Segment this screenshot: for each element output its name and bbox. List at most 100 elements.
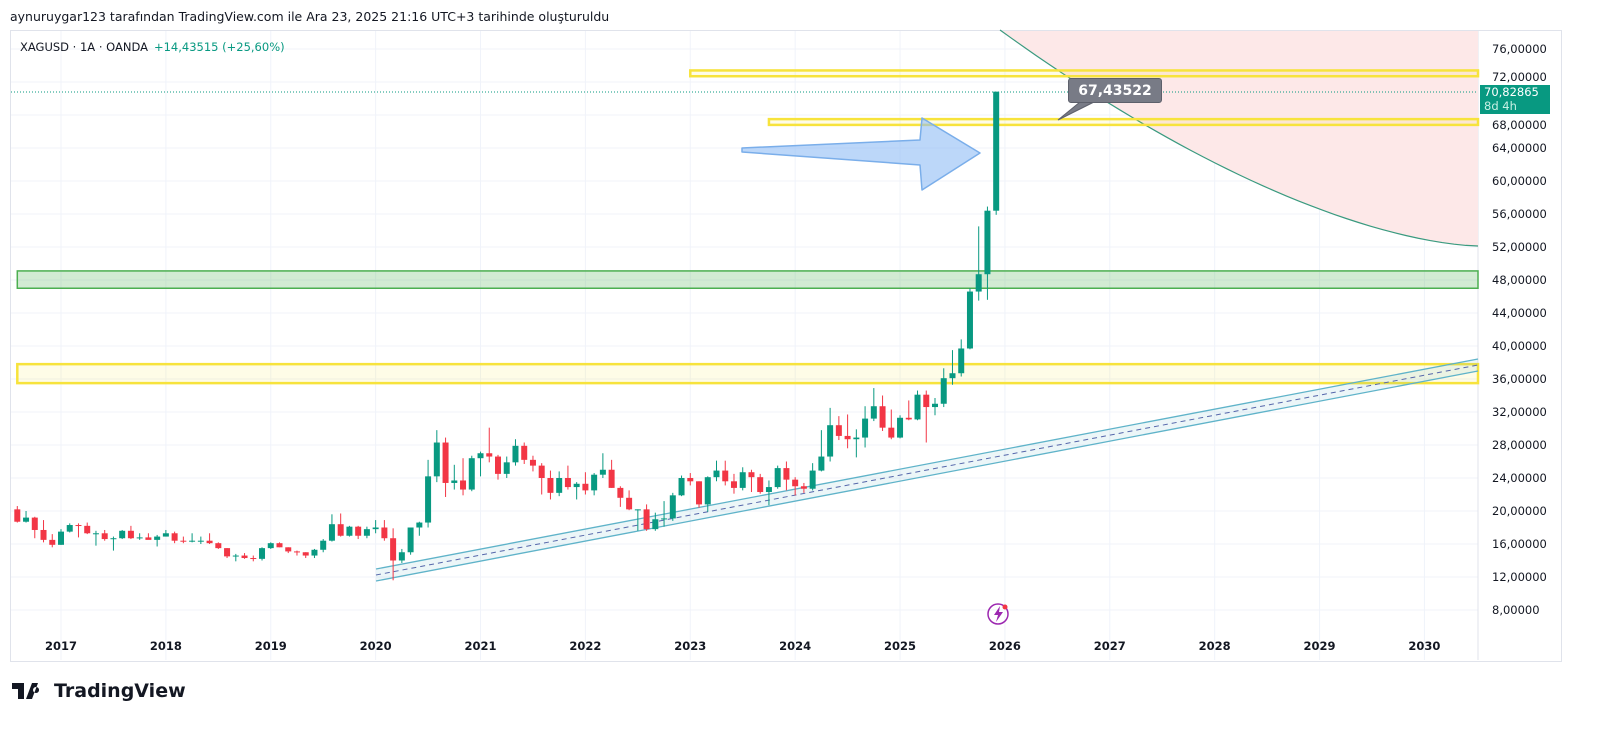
candle — [521, 442, 528, 464]
candle-body — [888, 427, 895, 438]
candle-body — [407, 527, 414, 553]
candle — [704, 476, 711, 512]
y-tick-label: 68,00000 — [1492, 118, 1547, 132]
candle-body — [372, 527, 379, 530]
y-tick-label: 16,00000 — [1492, 537, 1547, 551]
candle-body — [495, 456, 501, 474]
candle-body — [215, 543, 222, 549]
y-tick-label: 52,00000 — [1492, 240, 1547, 254]
candle-body — [136, 537, 143, 539]
candle-body — [451, 480, 458, 483]
candle-body — [538, 465, 545, 478]
callout-pointer — [1057, 101, 1095, 121]
candle — [940, 368, 947, 408]
candle — [337, 513, 344, 537]
candle-body — [669, 495, 676, 519]
candle-body — [49, 539, 56, 545]
candle — [975, 226, 982, 301]
price-callout[interactable]: 67,43522 — [1068, 78, 1162, 103]
candle — [809, 463, 816, 491]
candle — [398, 548, 405, 563]
candle-body — [23, 517, 30, 522]
lightning-icon[interactable] — [987, 603, 1009, 625]
lightning-circle — [987, 603, 1009, 625]
x-tick-label: 2030 — [1408, 639, 1440, 653]
y-tick-label: 56,00000 — [1492, 207, 1547, 221]
candle — [224, 548, 231, 559]
candle-body — [363, 529, 370, 536]
y-tick-label: 64,00000 — [1492, 141, 1547, 155]
last-price-tag: 70,82865 8d 4h — [1480, 85, 1550, 114]
candle — [853, 429, 860, 458]
candle-body — [599, 469, 606, 475]
candle — [503, 456, 510, 478]
symbol-legend: XAGUSD · 1A · OANDA +14,43515 (+25,60%) — [20, 40, 285, 54]
candle-body — [564, 478, 571, 488]
candle — [250, 555, 257, 562]
candle — [696, 481, 703, 508]
candle — [154, 534, 161, 547]
chart-pane[interactable] — [10, 30, 1562, 662]
candle — [547, 470, 554, 500]
candle — [774, 465, 781, 489]
candle — [748, 469, 755, 493]
candle-body — [993, 91, 1000, 211]
candle — [993, 91, 1000, 215]
candle — [84, 522, 91, 535]
candle-body — [14, 509, 21, 522]
candle — [905, 400, 912, 421]
candle — [101, 529, 108, 541]
candle — [92, 530, 99, 546]
candle — [390, 528, 397, 581]
candle — [564, 465, 571, 490]
candle-body — [879, 406, 886, 428]
candle-body — [923, 394, 930, 408]
candle-body — [337, 524, 344, 536]
candle — [634, 509, 641, 531]
candle-body — [897, 417, 904, 438]
channel-line — [375, 358, 1479, 570]
candle-body — [844, 435, 851, 440]
candle-body — [171, 533, 178, 541]
candle-body — [792, 479, 799, 487]
candle-body — [259, 548, 266, 559]
candle-body — [949, 373, 956, 379]
candle-body — [503, 462, 510, 474]
candle-body — [58, 531, 64, 545]
candle — [984, 206, 991, 300]
candle — [311, 548, 318, 559]
candle — [495, 454, 501, 480]
x-tick-label: 2025 — [884, 639, 916, 653]
candle-body — [617, 487, 624, 498]
y-tick-label: 12,00000 — [1492, 570, 1547, 584]
candle — [110, 536, 117, 551]
candle — [477, 451, 484, 477]
x-tick-label: 2018 — [150, 639, 182, 653]
candle-body — [696, 481, 703, 505]
candle — [259, 547, 266, 561]
candle-body — [757, 477, 764, 493]
candle-body — [84, 525, 91, 534]
candle — [608, 459, 615, 488]
candle — [862, 406, 869, 448]
candle — [643, 504, 650, 531]
candle — [40, 520, 47, 543]
tradingview-logo[interactable]: TradingView — [12, 680, 186, 702]
candle-body — [346, 526, 353, 536]
support-zone — [16, 270, 1479, 289]
candle-body — [416, 522, 423, 528]
candle-body — [311, 549, 318, 556]
candle — [119, 529, 126, 540]
x-tick-label: 2026 — [989, 639, 1021, 653]
candle — [678, 475, 685, 497]
candle-body — [853, 437, 860, 440]
x-tick-label: 2027 — [1094, 639, 1126, 653]
candle-body — [521, 445, 528, 460]
candle-body — [556, 478, 563, 493]
candle-body — [355, 526, 362, 536]
candle — [757, 473, 764, 494]
candle — [512, 439, 519, 466]
candle — [914, 390, 921, 421]
candle-body — [748, 472, 755, 478]
